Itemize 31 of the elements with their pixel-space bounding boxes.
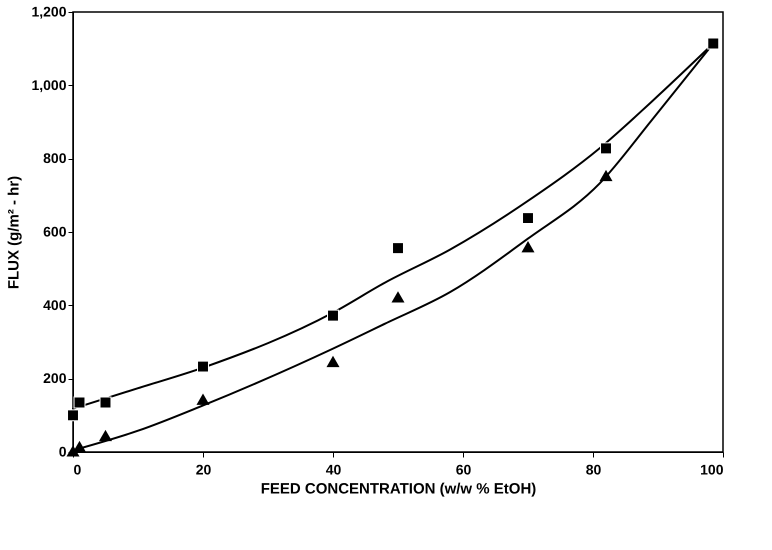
y-tick-label: 200 [43, 370, 67, 386]
x-tick-label: 40 [326, 462, 342, 478]
point [707, 38, 720, 50]
point [74, 396, 86, 408]
y-tick-label: 1,000 [31, 76, 67, 93]
y-tick-label: 0 [58, 444, 67, 460]
point [392, 242, 404, 254]
point [66, 445, 80, 457]
point [100, 396, 112, 408]
y-tick-label: 800 [43, 150, 67, 166]
x-axis-title: FEED CONCENTRATION (w/w % EtOH) [260, 480, 536, 498]
y-axis-title: FLUX (g/m² - hr) [5, 176, 22, 290]
point [600, 142, 612, 154]
point [98, 430, 112, 442]
y-tick-label: 400 [43, 296, 67, 313]
point [327, 310, 339, 322]
y-tick-label: 1,200 [31, 4, 67, 20]
point [67, 409, 79, 422]
point [521, 241, 535, 252]
point [391, 291, 405, 303]
x-tick-label: 80 [586, 462, 602, 478]
point [196, 394, 210, 405]
x-tick-label: 60 [456, 462, 472, 478]
x-tick-label: 100 [700, 462, 724, 478]
point [197, 360, 209, 373]
point [326, 356, 340, 368]
x-tick-label: 0 [74, 462, 82, 478]
point [522, 212, 534, 224]
y-tick-label: 600 [43, 224, 67, 240]
x-tick-label: 20 [196, 462, 212, 478]
point [599, 170, 613, 182]
